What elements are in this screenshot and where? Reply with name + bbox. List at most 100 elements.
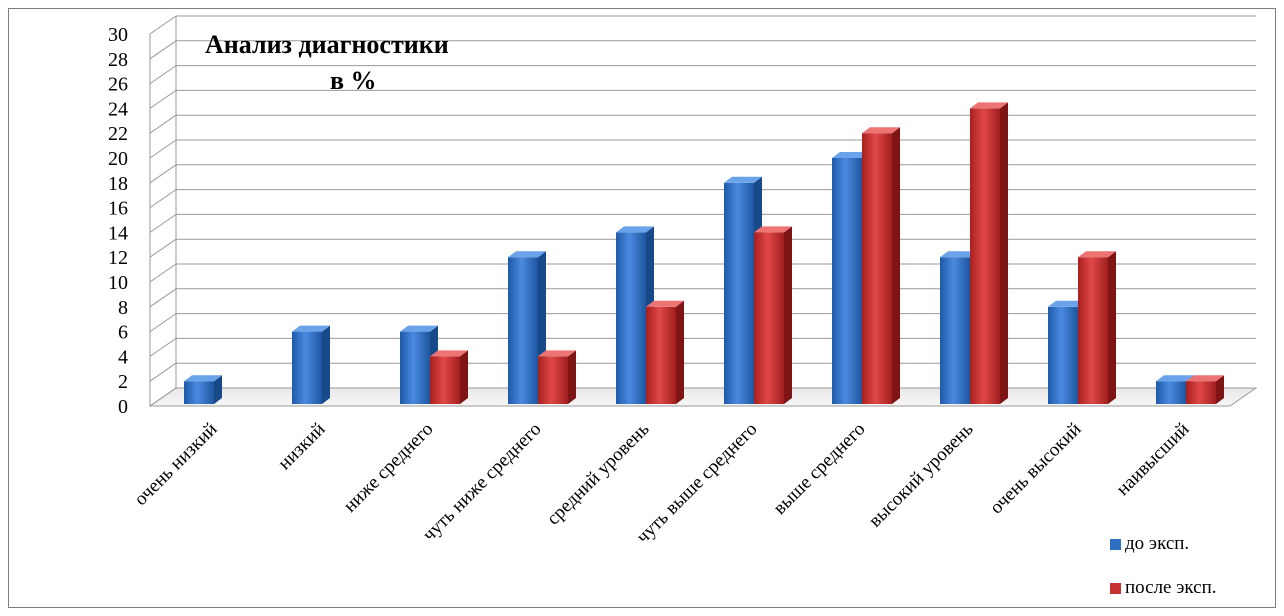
- bar-front: [1156, 381, 1186, 404]
- bar-after: [646, 300, 684, 404]
- legend-label-before: до эксп.: [1125, 533, 1190, 554]
- gridline-diagonal: [149, 189, 177, 209]
- y-tick-label: 30: [108, 24, 128, 46]
- bar-top: [508, 251, 546, 258]
- bar-front: [754, 232, 784, 404]
- gridline-diagonal: [149, 139, 177, 159]
- gridlines: [149, 15, 1256, 407]
- gridline-diagonal: [149, 114, 177, 134]
- bar-top: [646, 300, 684, 307]
- bar-top: [862, 127, 900, 134]
- bar-side: [568, 350, 576, 404]
- gridline-diagonal: [149, 15, 177, 35]
- gridline-diagonal: [149, 238, 177, 258]
- legend-swatch-after: [1110, 582, 1121, 594]
- gridline-diagonal: [149, 40, 177, 60]
- y-tick-label: 4: [118, 346, 128, 368]
- y-tick-label: 6: [118, 322, 128, 344]
- bar-side: [1000, 102, 1008, 405]
- x-tick-label: чуть ниже среднего: [419, 419, 546, 546]
- bar-front: [430, 356, 460, 404]
- legend-label-after: после эксп.: [1125, 577, 1217, 598]
- bar-front: [970, 108, 1000, 405]
- gridline-diagonal: [149, 263, 177, 283]
- x-tick-label: очень низкий: [130, 419, 221, 510]
- chart-subtitle: в %: [330, 66, 377, 95]
- x-tick-label: ниже среднего: [340, 419, 438, 517]
- bar-front: [1048, 306, 1078, 404]
- bar-front: [616, 232, 646, 404]
- y-tick-label: 10: [108, 272, 128, 294]
- y-tick-label: 20: [108, 148, 128, 170]
- bar-front: [538, 356, 568, 404]
- x-tick-label: очень высокий: [986, 419, 1086, 519]
- bar-top: [400, 325, 438, 332]
- bar-top: [1048, 300, 1086, 307]
- gridline-diagonal: [149, 213, 177, 233]
- y-tick-label: 18: [108, 173, 128, 195]
- y-tick-label: 14: [108, 222, 128, 244]
- bar-front: [184, 381, 214, 404]
- bar-side: [214, 375, 222, 404]
- bar-front: [724, 182, 754, 404]
- bar-front: [940, 257, 970, 404]
- bar-side: [460, 350, 468, 404]
- gridline-diagonal: [149, 89, 177, 109]
- gridline-diagonal: [149, 288, 177, 308]
- gridline-diagonal: [149, 313, 177, 333]
- bar-after: [430, 350, 468, 404]
- legend-item-before: до эксп.: [1110, 532, 1189, 556]
- bar-front: [400, 331, 430, 404]
- bar-after: [538, 350, 576, 404]
- gridline-diagonal: [149, 387, 177, 407]
- x-tick-label: наивысший: [1112, 419, 1193, 500]
- bar-before: [184, 375, 222, 404]
- y-tick-label: 22: [108, 123, 128, 145]
- gridline-diagonal: [149, 65, 177, 85]
- chart-title: Анализ диагностики: [205, 30, 449, 59]
- bar-top: [1156, 375, 1194, 382]
- bar-side: [892, 127, 900, 404]
- bar-top: [1078, 251, 1116, 258]
- bar-front: [862, 133, 892, 404]
- gridline-diagonal: [149, 362, 177, 382]
- bar-after: [862, 127, 900, 404]
- bar-front: [832, 158, 862, 404]
- bar-after: [754, 226, 792, 404]
- y-tick-label: 28: [108, 49, 128, 71]
- bar-top: [724, 176, 762, 183]
- bar-side: [322, 325, 330, 404]
- bar-top: [832, 152, 870, 158]
- bar-top: [1186, 375, 1224, 382]
- y-tick-label: 2: [118, 371, 128, 393]
- bar-after: [970, 102, 1008, 405]
- x-tick-label: средний уровень: [543, 418, 654, 529]
- bars: [184, 102, 1224, 405]
- bar-top: [184, 375, 222, 382]
- bar-top: [970, 102, 1008, 109]
- gridline-diagonal: [149, 337, 177, 357]
- bar-top: [430, 350, 468, 357]
- bar-after: [1078, 251, 1116, 404]
- bar-after: [1186, 375, 1224, 404]
- y-tick-label: 12: [108, 247, 128, 269]
- y-tick-label: 8: [118, 297, 128, 319]
- bar-front: [1186, 381, 1216, 404]
- gridline-diagonal: [149, 164, 177, 184]
- bar-side: [1216, 375, 1224, 404]
- legend-swatch-before: [1110, 538, 1121, 550]
- y-tick-label: 24: [108, 98, 128, 120]
- bar-side: [784, 226, 792, 404]
- x-tick-label: низкий: [274, 419, 329, 474]
- bar-front: [508, 257, 538, 404]
- y-tick-label: 16: [108, 198, 128, 220]
- bar-top: [754, 226, 792, 233]
- bar-front: [292, 331, 322, 404]
- bar-top: [538, 350, 576, 357]
- bar-front: [1078, 257, 1108, 404]
- bar-top: [940, 251, 978, 258]
- legend-item-after: после эксп.: [1110, 576, 1217, 600]
- x-tick-label: высокий уровень: [865, 418, 978, 531]
